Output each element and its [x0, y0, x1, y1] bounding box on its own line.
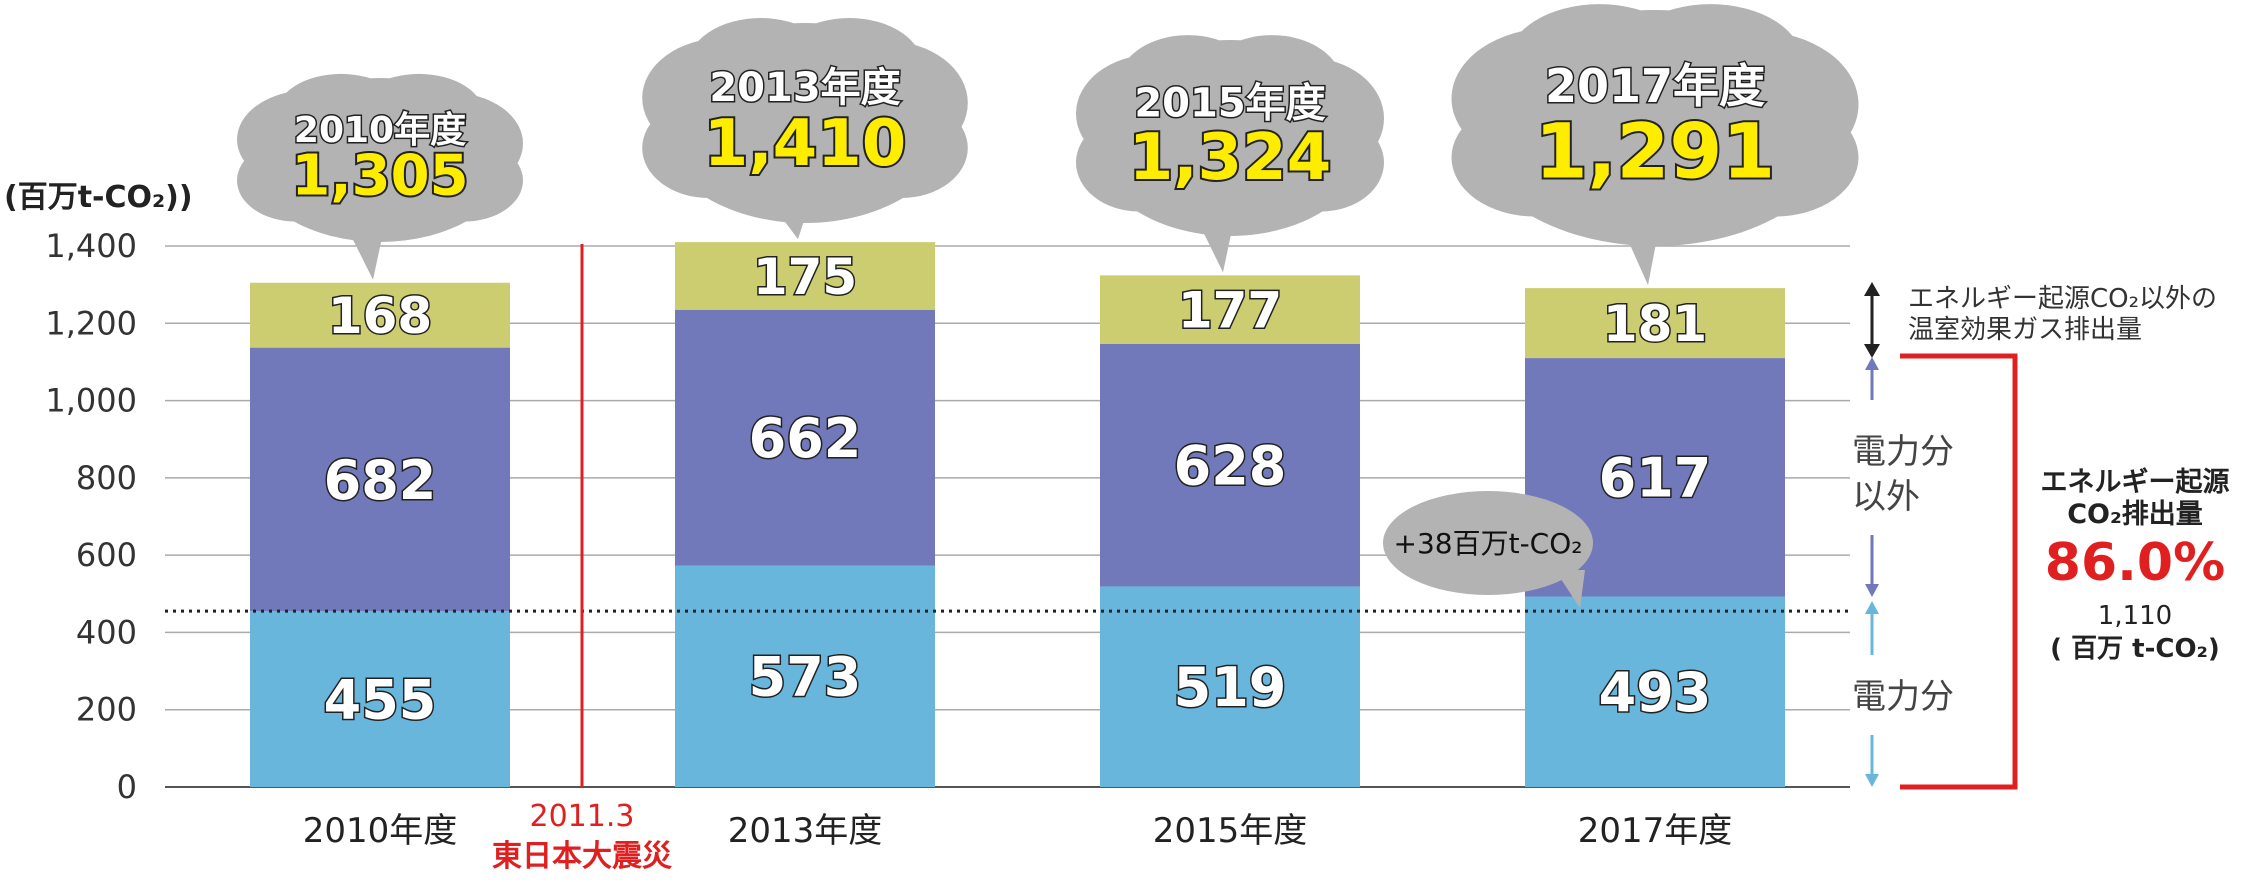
- x-category-label: 2015年度: [1153, 811, 1308, 851]
- y-axis-unit-label: (百万t-CO₂)): [4, 180, 193, 215]
- bubble-puff: [642, 98, 776, 198]
- bar-segment-nonpower: [1100, 343, 1360, 587]
- bar-segment-value: 168: [328, 287, 432, 345]
- y-tick-label: 600: [76, 536, 137, 574]
- bubble-tail: [770, 202, 810, 240]
- nonpower-label-line2: 以外: [1852, 477, 1920, 517]
- y-tick-label: 1,000: [45, 382, 137, 420]
- bar-segment-other-gases: [250, 282, 510, 348]
- bubble-year-label: 2015年度: [1134, 80, 1325, 126]
- energy-co2-value: 1,110: [2098, 601, 2172, 631]
- arrow-head-down: [1864, 344, 1880, 358]
- arrow-head-down: [1865, 774, 1879, 787]
- bar-segment-value: 662: [749, 407, 862, 470]
- bubble-total-value: 1,410: [704, 107, 906, 181]
- bar-segment-value: 519: [1174, 656, 1287, 719]
- energy-co2-title-line2: CO₂排出量: [2067, 499, 2203, 530]
- energy-co2-share-percent: 86.0%: [2045, 533, 2225, 593]
- arrow-head-up: [1864, 282, 1880, 296]
- arrow-head-up: [1865, 357, 1879, 370]
- bar-segment-nonpower: [250, 347, 510, 612]
- energy-co2-unit: ( 百万 t-CO₂): [2050, 634, 2220, 664]
- bar-segment-value: 175: [753, 248, 857, 306]
- other-gases-label-line1: エネルギー起源CO₂以外の: [1908, 284, 2217, 314]
- x-axis: 2010年度 2013年度 2015年度 2017年度: [303, 811, 1733, 851]
- bar-segment-other-gases: [1100, 275, 1360, 344]
- y-tick-label: 1,400: [45, 227, 137, 265]
- bubble-puff: [237, 139, 354, 222]
- nonpower-label-line1: 電力分: [1852, 432, 1954, 472]
- power-label: 電力分: [1852, 677, 1954, 717]
- bar-segment-power: [675, 565, 935, 787]
- y-tick-label: 1,200: [45, 304, 137, 342]
- bubble-total-value: 1,305: [291, 143, 468, 208]
- bubble-tail: [345, 223, 385, 280]
- bubble-tail: [1195, 215, 1235, 273]
- event-label-date: 2011.3: [530, 799, 635, 834]
- energy-co2-title-line1: エネルギー起源: [2041, 467, 2230, 498]
- delta-callout-text: +38百万t-CO₂: [1394, 527, 1583, 560]
- bubble-puff: [1076, 113, 1202, 212]
- bubble-total-value: 1,324: [1129, 121, 1331, 195]
- bubble-puff: [775, 18, 924, 118]
- energy-co2-bracket: [1900, 353, 2018, 790]
- bubble-total-value: 1,291: [1535, 107, 1775, 196]
- bar-segment-nonpower: [675, 309, 935, 566]
- bubble-puff: [354, 73, 484, 156]
- bar-segment-value: 455: [324, 669, 437, 732]
- bubble-puff: [1451, 98, 1618, 217]
- right-legend: エネルギー起源CO₂以外の 温室効果ガス排出量 電力分 以外 電力分 エネルギー…: [1852, 282, 2230, 790]
- delta-bubble: [1383, 491, 1593, 595]
- x-category-label: 2010年度: [303, 811, 458, 851]
- delta-bubble-tail: [1555, 570, 1585, 608]
- total-bubbles: 2010年度1,3052013年度1,4102015年度1,3242017年度1…: [237, 4, 1859, 286]
- x-category-label: 2013年度: [728, 811, 883, 851]
- event-label-name: 東日本大震災: [492, 839, 673, 874]
- bar-segment-other-gases: [675, 242, 935, 310]
- earthquake-event-marker: 2011.3 東日本大震災: [492, 244, 673, 874]
- x-category-label: 2017年度: [1578, 811, 1733, 851]
- bubble-tail: [1620, 222, 1660, 286]
- bubble-puff: [1692, 98, 1859, 217]
- bar-segment-value: 181: [1603, 295, 1707, 353]
- bar-segment-value: 617: [1599, 447, 1712, 510]
- bubble-year-label: 2013年度: [709, 65, 900, 111]
- bar-segment-power: [250, 611, 510, 787]
- bar-segment-value: 177: [1178, 282, 1282, 340]
- bubble-puff: [834, 98, 968, 198]
- other-gases-label-line2: 温室効果ガス排出量: [1908, 315, 2142, 345]
- y-tick-label: 800: [76, 459, 137, 497]
- bar-stacks: 455 682 168 573 662 175 519 628 177 493 617 181: [250, 242, 1785, 787]
- bar-segment-value: 628: [1174, 435, 1287, 498]
- bar-segment-value: 682: [324, 449, 437, 512]
- bar-segment-value: 573: [749, 646, 862, 709]
- bubble-puff: [1618, 4, 1803, 123]
- delta-callout: +38百万t-CO₂: [1383, 491, 1593, 608]
- y-tick-label: 200: [76, 691, 137, 729]
- bubble-puff: [1258, 113, 1384, 212]
- bar-segment-power: [1525, 596, 1785, 787]
- y-tick-label: 0: [117, 768, 137, 806]
- arrow-head-down: [1865, 584, 1879, 597]
- y-tick-label: 400: [76, 613, 137, 651]
- bubble-year-label: 2010年度: [294, 110, 466, 151]
- bubble-puff: [406, 139, 523, 222]
- bar-segment-value: 493: [1599, 661, 1712, 724]
- arrow-head-up: [1865, 601, 1879, 614]
- bar-segment-other-gases: [1525, 288, 1785, 359]
- y-axis: (百万t-CO₂)) 0 200 400 600 800 1,000 1,200 1,400: [4, 180, 193, 806]
- bubble-puff: [1202, 35, 1342, 134]
- bubble-year-label: 2017年度: [1545, 59, 1765, 113]
- bar-segment-power: [1100, 586, 1360, 787]
